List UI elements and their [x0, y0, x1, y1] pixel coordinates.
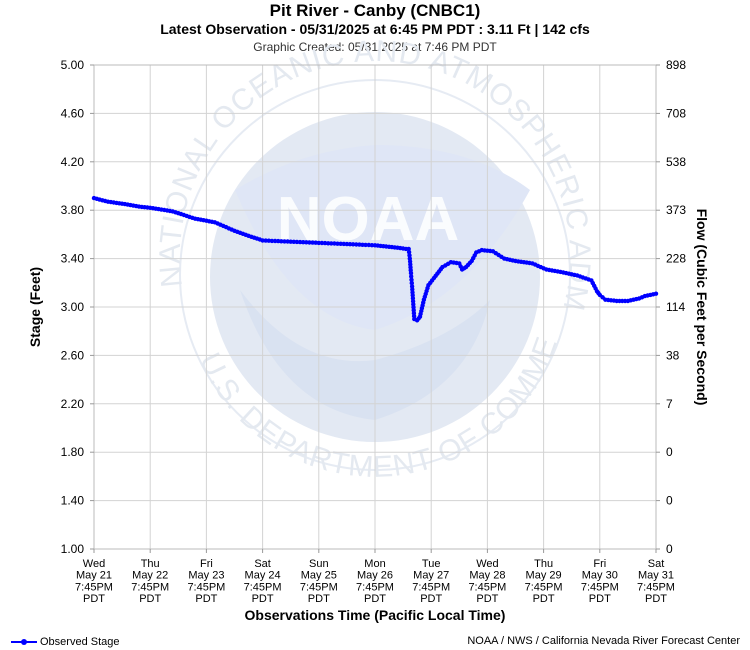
- data-point: [329, 241, 334, 246]
- y-tick-label: 2.20: [61, 397, 85, 411]
- x-tick-label: Thu May 29 7:45PM PDT: [525, 558, 563, 605]
- data-point: [350, 242, 356, 247]
- y2-tick-label: 114: [666, 300, 685, 314]
- y-axis-label: Stage (Feet): [27, 267, 43, 347]
- y-tick-label: 3.40: [61, 252, 85, 266]
- x-tick-label: Sat May 31 7:45PM PDT: [637, 558, 675, 605]
- y-tick-label: 1.00: [61, 542, 85, 556]
- y-axis-ticks: 1.00 1.40 1.80 2.20 2.60 3.00 3.40 3.80 4.20 4.60…: [61, 58, 94, 556]
- data-point: [406, 246, 411, 252]
- data-point: [344, 241, 350, 247]
- series-observed-stage: [91, 195, 659, 323]
- y-tick-label: 2.60: [61, 348, 85, 362]
- x-tick-label: Sat May 24 7:45PM PDT: [244, 558, 282, 605]
- data-point: [272, 238, 278, 244]
- data-point: [335, 241, 340, 246]
- y-tick-label: 4.60: [61, 106, 85, 120]
- y2-tick-label: 0: [666, 542, 673, 556]
- y2-axis-ticks: 0 0 0 7 38 114 228 373 538 708 898: [656, 58, 686, 556]
- data-point: [279, 239, 284, 244]
- y2-tick-label: 0: [666, 494, 673, 508]
- data-point: [354, 242, 359, 247]
- x-tick-label: Mon May 26 7:45PM PDT: [356, 558, 394, 605]
- data-point: [409, 280, 414, 286]
- data-point: [291, 239, 296, 244]
- y2-tick-label: 898: [666, 58, 686, 72]
- data-point: [653, 291, 659, 296]
- grid-lines: [93, 64, 657, 550]
- x-tick-label: Wed May 28 7:45PM PDT: [468, 558, 506, 605]
- data-point: [294, 239, 300, 245]
- data-point: [288, 239, 293, 244]
- data-point: [407, 253, 412, 258]
- data-point: [347, 242, 353, 247]
- data-point: [409, 274, 414, 279]
- x-tick-label: Fri May 23 7:45PM PDT: [187, 558, 225, 605]
- data-point: [269, 238, 275, 244]
- y2-tick-label: 228: [666, 252, 686, 266]
- y2-axis-label: Flow (Cubic Feet per Second): [694, 209, 710, 406]
- data-point: [260, 238, 265, 243]
- data-point: [310, 240, 315, 245]
- data-point: [338, 241, 343, 246]
- data-point: [301, 240, 306, 245]
- y-tick-label: 5.00: [61, 58, 85, 72]
- y-tick-label: 1.40: [61, 494, 85, 508]
- graphic-created: Graphic Created: 05/31/2025 at 7:46 PM P…: [253, 40, 497, 54]
- data-point: [319, 240, 325, 246]
- legend-line-marker-icon: [11, 639, 37, 645]
- x-tick-label: Fri May 30 7:45PM PDT: [581, 558, 619, 605]
- data-point: [307, 240, 312, 245]
- data-point: [406, 249, 412, 255]
- y2-tick-label: 38: [666, 348, 680, 362]
- data-point: [408, 270, 414, 276]
- y-tick-label: 3.00: [61, 300, 85, 314]
- data-point: [369, 243, 375, 248]
- y-tick-label: 3.80: [61, 203, 85, 217]
- x-axis-label: Observations Time (Pacific Local Time): [245, 607, 506, 623]
- data-point: [326, 241, 331, 246]
- data-point: [322, 240, 328, 246]
- data-point: [266, 238, 271, 243]
- y2-tick-label: 7: [666, 397, 673, 411]
- data-point: [360, 242, 365, 247]
- y-tick-label: 1.80: [61, 445, 85, 459]
- data-point: [409, 277, 414, 282]
- data-point: [363, 242, 368, 248]
- data-point: [263, 238, 268, 243]
- data-point: [297, 239, 303, 245]
- data-point: [316, 240, 321, 246]
- x-tick-label: Sun May 25 7:45PM PDT: [300, 558, 338, 605]
- x-tick-label: Tue May 27 7:45PM PDT: [412, 558, 450, 605]
- latest-observation: Latest Observation - 05/31/2025 at 6:45 …: [160, 21, 590, 37]
- agency-credit: NOAA / NWS / California Nevada River For…: [467, 635, 740, 647]
- y2-tick-label: 0: [666, 445, 673, 459]
- y2-tick-label: 373: [666, 203, 686, 217]
- x-axis-ticks: Wed May 21 7:45PM PDT Thu May 22 7:45PM PDT Fri M…: [75, 549, 675, 605]
- x-tick-label: Wed May 21 7:45PM PDT: [75, 558, 113, 605]
- x-tick-label: Thu May 22 7:45PM PDT: [131, 558, 169, 605]
- y2-tick-label: 708: [666, 106, 686, 120]
- y2-tick-label: 538: [666, 155, 686, 169]
- legend-label: Observed Stage: [40, 636, 120, 648]
- chart-title: Pit River - Canby (CNBC1): [269, 1, 481, 20]
- legend: Observed Stage: [10, 636, 120, 648]
- y-tick-label: 4.20: [61, 155, 85, 169]
- data-point: [282, 239, 287, 244]
